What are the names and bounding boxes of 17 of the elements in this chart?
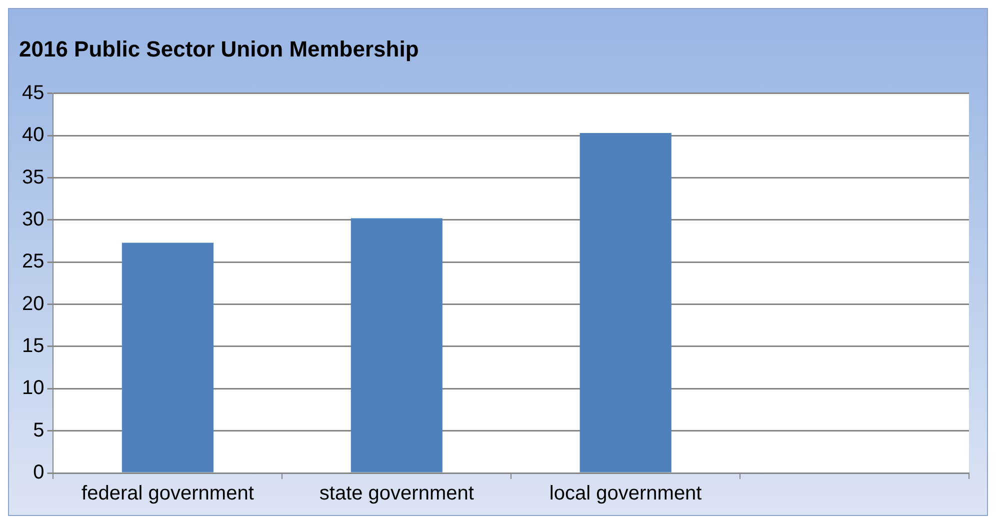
y-tick-label: 20 xyxy=(22,292,44,315)
bar xyxy=(580,133,672,472)
y-tick-label: 30 xyxy=(22,208,44,230)
y-tick-label: 0 xyxy=(33,462,44,484)
bar xyxy=(350,218,442,472)
chart-title: 2016 Public Sector Union Membership xyxy=(19,36,419,62)
y-tick-label: 35 xyxy=(22,166,44,188)
y-tick-label: 45 xyxy=(22,82,44,104)
bar xyxy=(122,242,214,472)
y-tick-label: 15 xyxy=(22,334,44,357)
x-tick-label: state government xyxy=(319,482,474,505)
y-tick-label: 5 xyxy=(33,419,44,442)
y-tick-label: 25 xyxy=(22,250,44,273)
y-tick-label: 10 xyxy=(22,377,44,400)
x-tick-label: local government xyxy=(549,482,702,505)
x-tick-label: federal government xyxy=(82,482,254,505)
y-tick-label: 40 xyxy=(22,124,44,146)
